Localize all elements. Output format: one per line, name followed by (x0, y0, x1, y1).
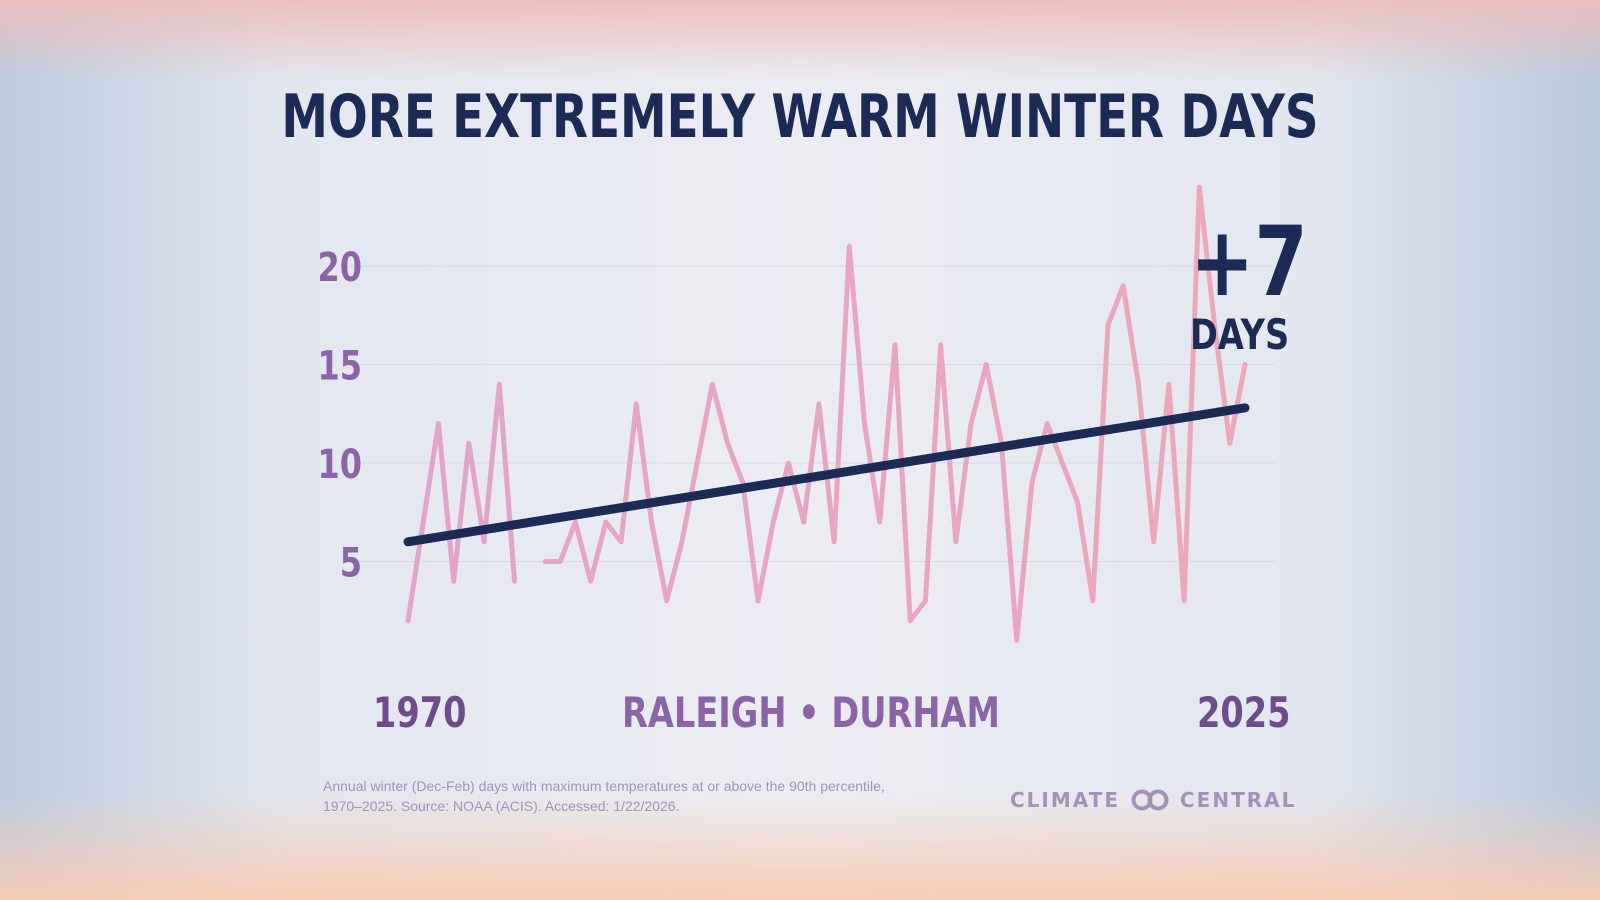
y-tick-label-5: 5 (340, 539, 362, 586)
x-start-label: 1970 (373, 688, 467, 737)
x-end-label: 2025 (1197, 688, 1291, 737)
climate-central-logo-icon (1128, 789, 1172, 811)
brand-logo: CLIMATE CENTRAL (1010, 788, 1296, 812)
source-note-line-1: Annual winter (Dec-Feb) days with maximu… (323, 778, 885, 794)
brand-name-left: CLIMATE (1010, 788, 1120, 812)
trend-change-unit: DAYS (1190, 310, 1290, 359)
y-tick-label-15: 15 (317, 342, 362, 389)
y-tick-label-20: 20 (317, 243, 362, 290)
trend-annotation: +7 DAYS (1168, 206, 1308, 360)
data-line-segment-1 (405, 381, 518, 624)
data-line-segment-2 (542, 184, 1248, 643)
location-label: RALEIGH • DURHAM (622, 688, 1000, 737)
trend-line (403, 403, 1250, 547)
source-note: Annual winter (Dec-Feb) days with maximu… (323, 776, 983, 816)
trend-change-value: +7 (1190, 206, 1308, 318)
brand-name-right: CENTRAL (1180, 788, 1297, 812)
source-note-line-2: 1970–2025. Source: NOAA (ACIS). Accessed… (323, 798, 680, 814)
y-tick-label-10: 10 (317, 440, 362, 487)
chart-title: MORE EXTREMELY WARM WINTER DAYS (281, 82, 1319, 152)
